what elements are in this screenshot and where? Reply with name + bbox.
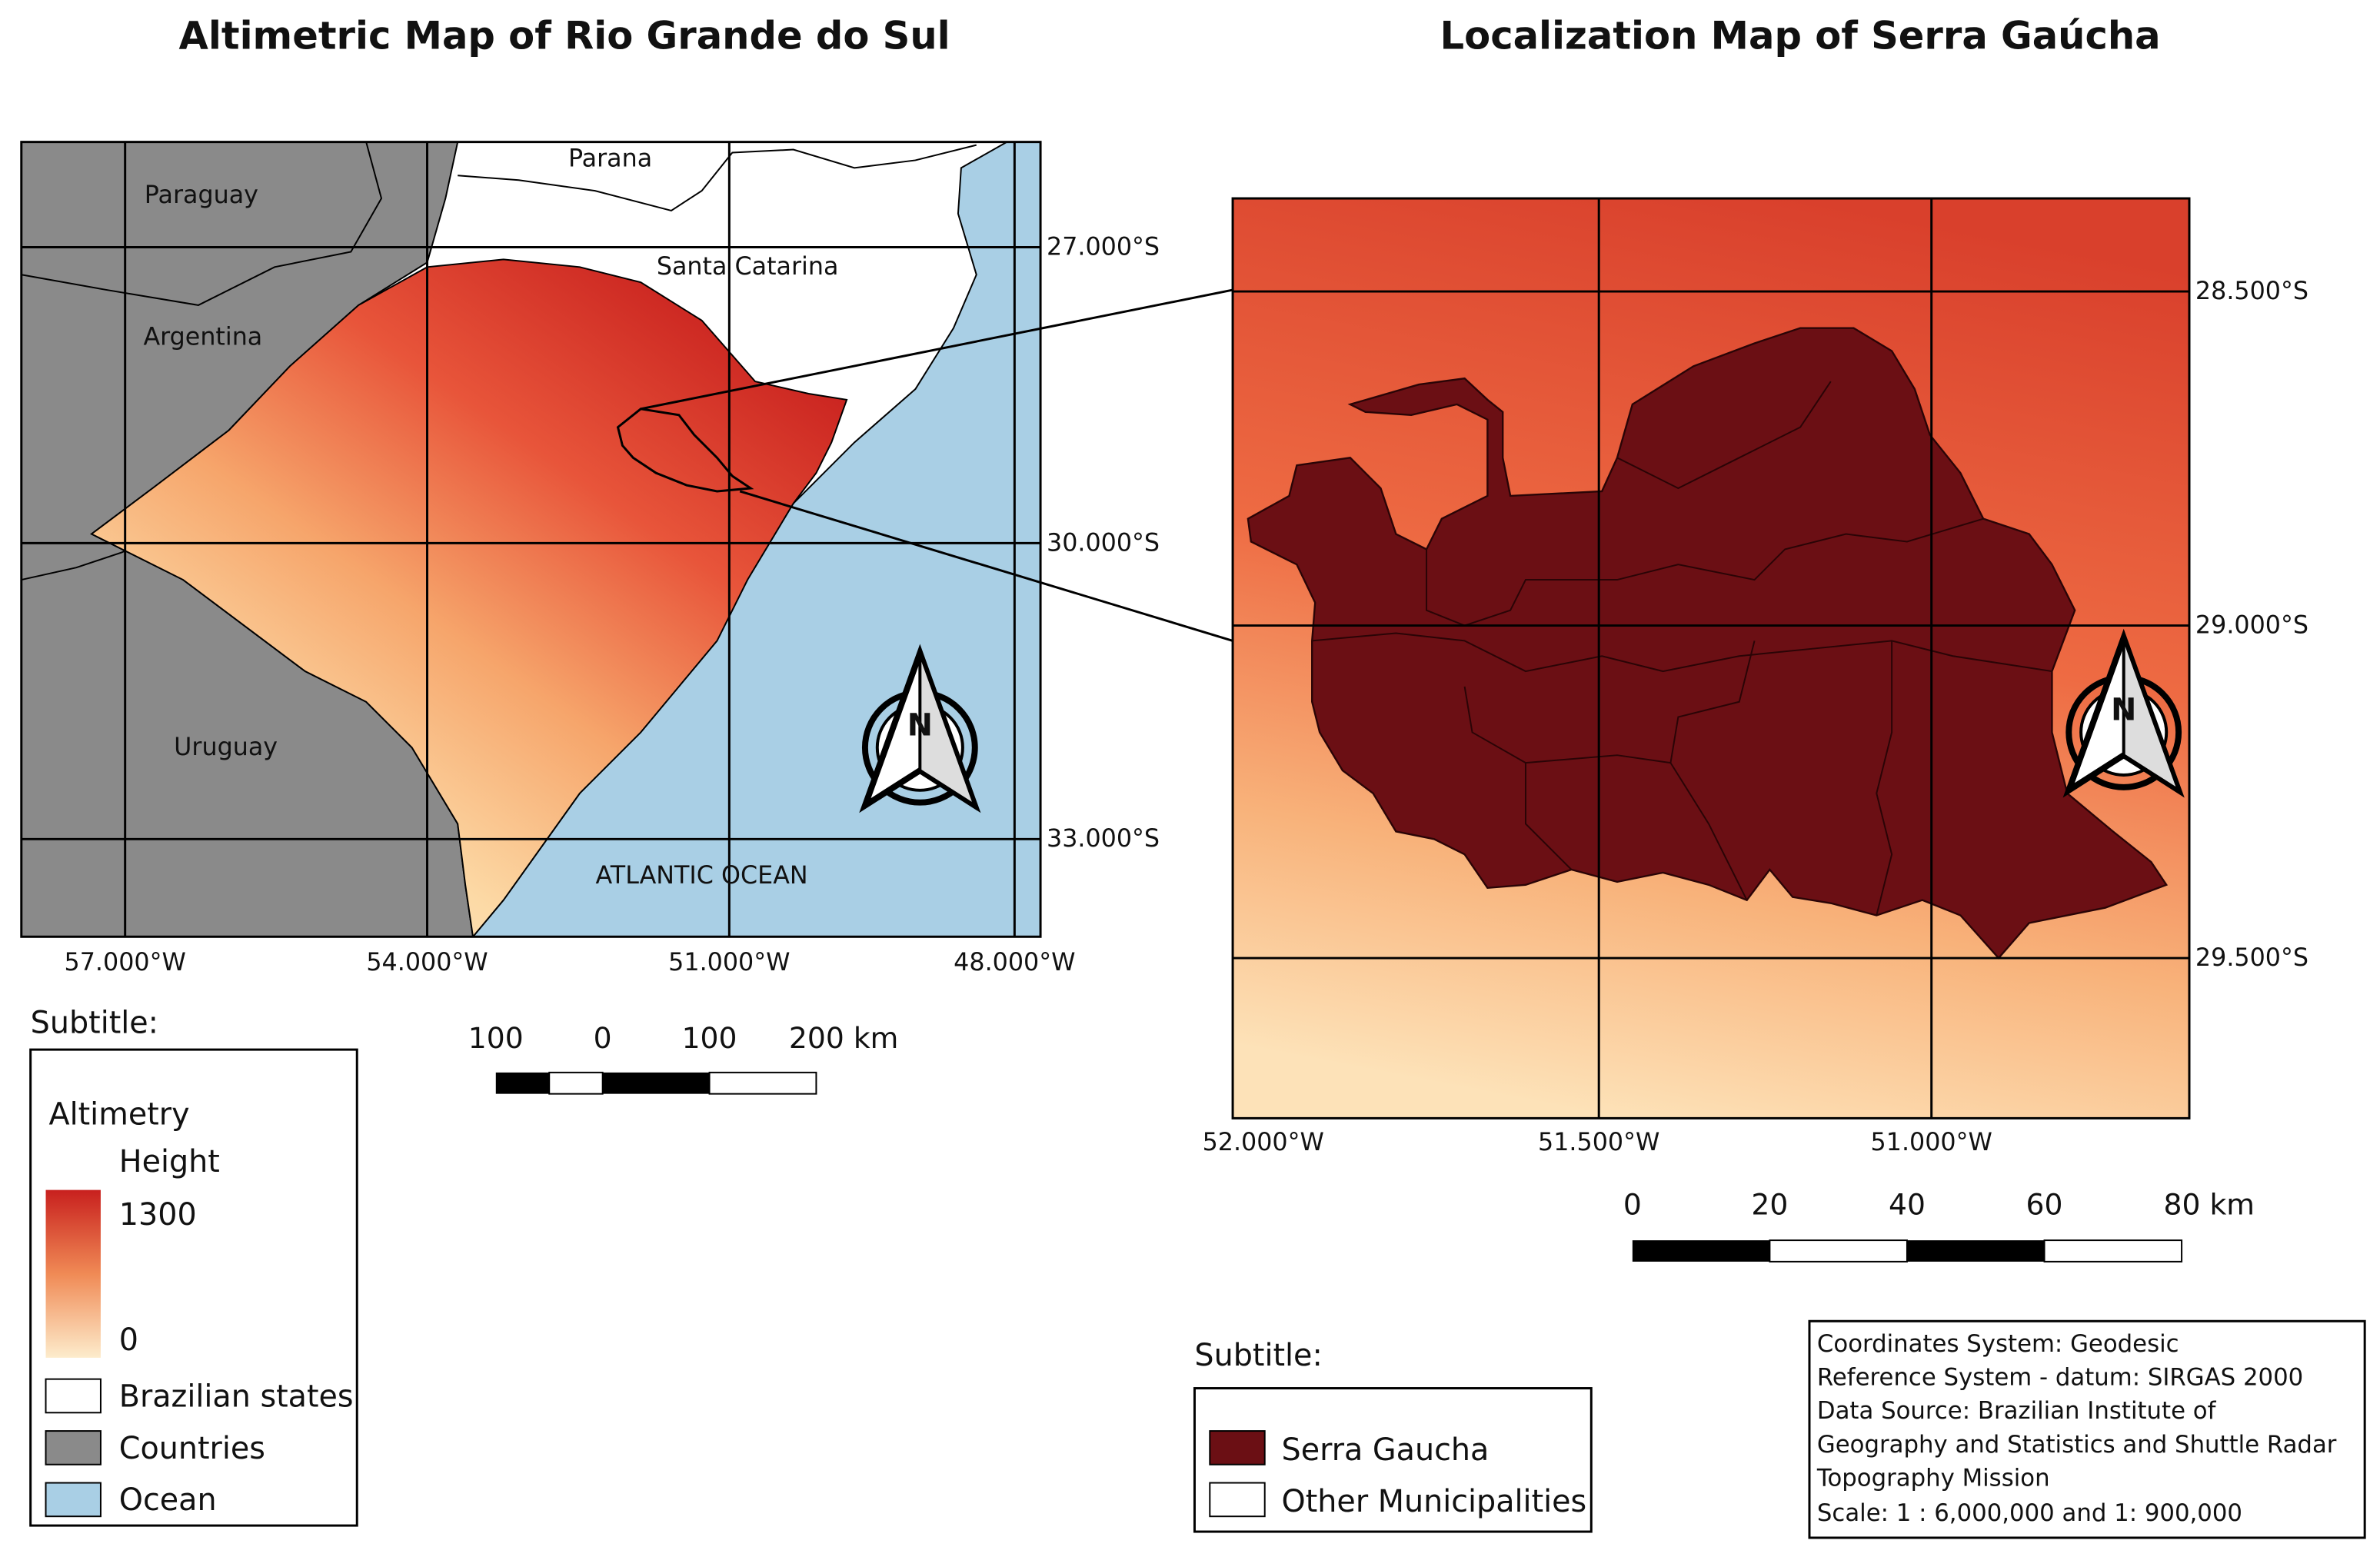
north-arrow: N [2062, 628, 2185, 798]
state-border [458, 144, 977, 211]
connector [739, 490, 1233, 642]
place-label: Argentina [143, 324, 262, 351]
right-frame [1231, 197, 2191, 1119]
scale-label: 0 [1623, 1187, 1642, 1221]
legend-swatch [45, 1430, 102, 1465]
legend-swatch [45, 1482, 102, 1518]
info-line: Reference System - datum: SIRGAS 2000 [1817, 1364, 2303, 1392]
lon-label: 51.500°W [1538, 1129, 1659, 1156]
place-label: Paraguay [145, 181, 258, 209]
connector [640, 288, 1233, 411]
lon-label: 51.000°W [668, 949, 790, 976]
right-scale-bar: 0 20 40 60 80 km [1623, 1187, 2255, 1263]
lat-label: 33.000°S [1047, 825, 1160, 853]
rio-grande-do-sul-altimetry [90, 258, 848, 937]
info-box [1808, 1319, 2366, 1539]
scale-label: 20 [1751, 1187, 1788, 1221]
right-graticule [1233, 198, 2190, 1119]
municipality-borders [1312, 381, 2052, 916]
lon-label: 51.000°W [1871, 1129, 1992, 1156]
info-line: Coordinates System: Geodesic [1817, 1330, 2179, 1358]
left-frame [20, 141, 1042, 938]
legend-item: Serra Gaucha [1282, 1432, 1490, 1468]
scale-label: 100 [468, 1021, 524, 1055]
ramp-min: 0 [119, 1322, 138, 1358]
lat-label: 28.500°S [2195, 278, 2308, 305]
info-line: Topography Mission [1816, 1465, 2050, 1492]
left-graticule [21, 141, 1041, 937]
north-arrow: N [859, 644, 981, 813]
right-title: Localization Map of Serra Gaúcha [1440, 14, 2161, 58]
place-label: Uruguay [174, 734, 278, 761]
legend-swatch [1209, 1482, 1266, 1518]
place-label: Santa Catarina [657, 253, 839, 281]
lat-label: 27.000°S [1047, 233, 1160, 261]
info-line: Scale: 1 : 6,000,000 and 1: 900,000 [1817, 1499, 2242, 1527]
right-map: N [1233, 198, 2190, 1119]
legend-subheading: Height [119, 1144, 220, 1179]
north-label: N [907, 707, 933, 743]
legend-swatch [1209, 1430, 1266, 1465]
lat-label: 29.000°S [2195, 611, 2308, 639]
scale-label: 80 km [2164, 1187, 2255, 1221]
ramp-max: 1300 [119, 1197, 197, 1233]
place-label: ATLANTIC OCEAN [596, 862, 808, 890]
lat-label: 29.500°S [2195, 944, 2308, 972]
legend-title: Subtitle: [31, 1005, 158, 1040]
lon-label: 57.000°W [65, 949, 186, 976]
legend-heading: Altimetry [48, 1096, 189, 1132]
lat-label: 30.000°S [1047, 529, 1160, 557]
altimetry-ramp [45, 1189, 101, 1358]
left-map: N [21, 141, 1041, 937]
scale-label: 40 [1889, 1187, 1926, 1221]
info-line: Data Source: Brazilian Institute of [1817, 1397, 2217, 1425]
legend-title: Subtitle: [1194, 1338, 1322, 1373]
left-scale-bar: 100 0 100 200 km [468, 1021, 898, 1095]
scale-label: 100 [682, 1021, 737, 1055]
scale-label: 60 [2026, 1187, 2063, 1221]
north-label: N [2111, 693, 2136, 728]
info-line: Geography and Statistics and Shuttle Rad… [1817, 1431, 2337, 1459]
serra-gaucha-outline [616, 408, 754, 493]
lon-label: 52.000°W [1203, 1129, 1324, 1156]
legend-item: Brazilian states [119, 1379, 354, 1414]
place-label: Parana [568, 145, 652, 172]
country-border [21, 141, 383, 306]
legend-swatch [45, 1378, 102, 1414]
scale-label: 0 [594, 1021, 612, 1055]
lon-label: 48.000°W [954, 949, 1075, 976]
scale-label: 200 km [789, 1021, 898, 1055]
left-title: Altimetric Map of Rio Grande do Sul [179, 14, 950, 58]
legend-item: Ocean [119, 1482, 217, 1518]
legend-item: Countries [119, 1431, 265, 1466]
lon-label: 54.000°W [366, 949, 488, 976]
legend-item: Other Municipalities [1282, 1484, 1587, 1519]
serra-gaucha [1247, 327, 2169, 960]
